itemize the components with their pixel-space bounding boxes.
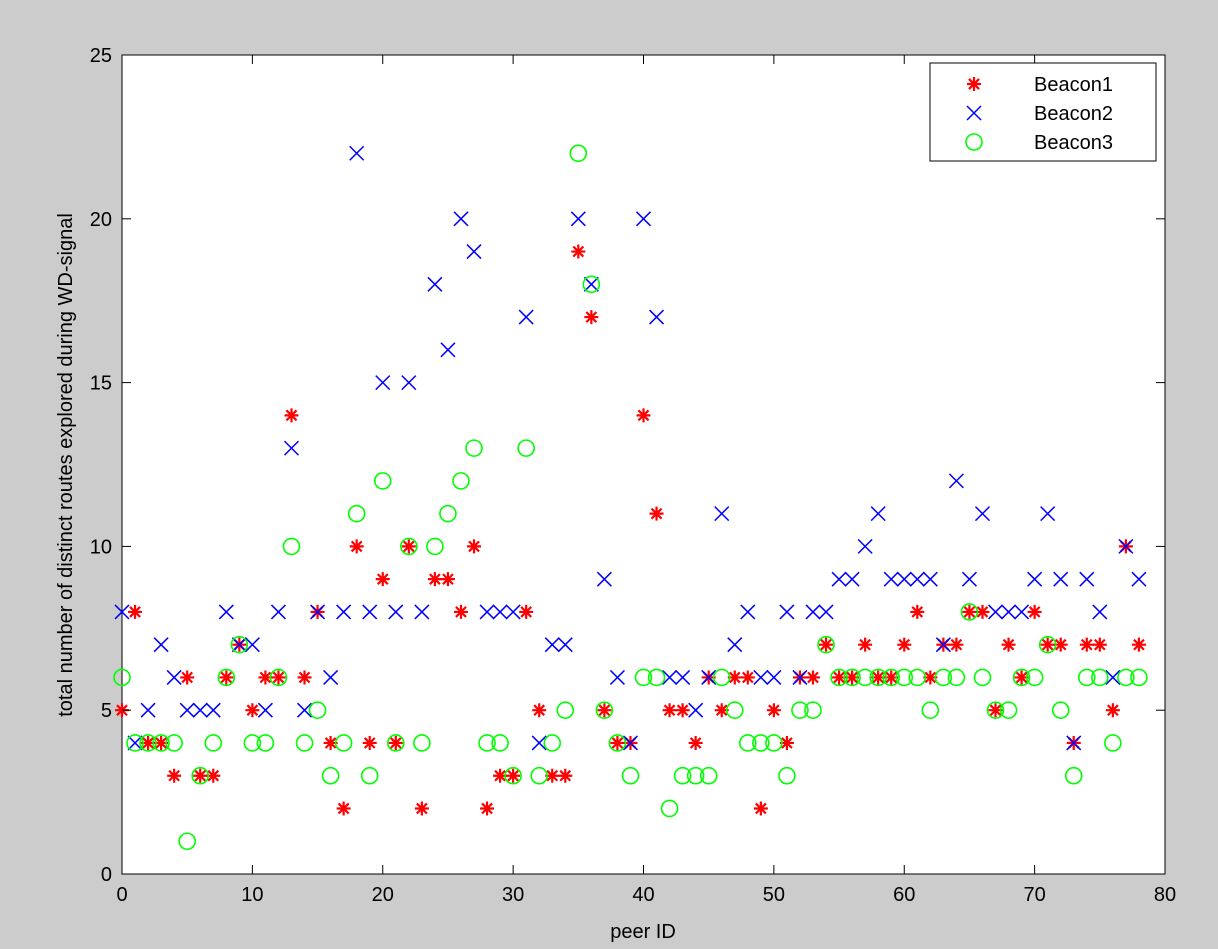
data-point (415, 801, 429, 815)
data-point (689, 736, 703, 750)
data-point (571, 245, 585, 259)
data-point (506, 769, 520, 783)
data-point (910, 605, 924, 619)
data-point (676, 703, 690, 717)
data-point (284, 408, 298, 422)
data-point (245, 703, 259, 717)
y-tick-label: 25 (90, 45, 112, 67)
data-point (271, 670, 285, 684)
data-point (610, 736, 624, 750)
x-tick-label: 60 (893, 884, 915, 906)
legend-marker (967, 77, 981, 91)
data-point (480, 801, 494, 815)
data-point (376, 572, 390, 586)
data-point (180, 670, 194, 684)
x-tick-label: 10 (241, 884, 263, 906)
data-point (389, 736, 403, 750)
x-tick-label: 30 (502, 884, 524, 906)
data-point (962, 605, 976, 619)
data-point (663, 703, 677, 717)
x-tick-label: 20 (372, 884, 394, 906)
data-point (1080, 638, 1094, 652)
data-point (1093, 638, 1107, 652)
data-point (1106, 703, 1120, 717)
y-tick-label: 15 (90, 373, 112, 395)
data-point (741, 670, 755, 684)
y-tick-label: 10 (90, 536, 112, 558)
data-point (298, 670, 312, 684)
data-point (402, 539, 416, 553)
x-axis-label: peer ID (610, 921, 676, 943)
x-tick-label: 80 (1154, 884, 1176, 906)
x-tick-label: 50 (763, 884, 785, 906)
data-point (949, 638, 963, 652)
data-point (858, 638, 872, 652)
y-tick-label: 5 (101, 700, 112, 722)
data-point (1002, 638, 1016, 652)
data-point (363, 736, 377, 750)
data-point (754, 801, 768, 815)
data-point (767, 703, 781, 717)
data-point (467, 539, 481, 553)
data-point (584, 310, 598, 324)
y-tick-label: 20 (90, 209, 112, 231)
legend-label: Beacon2 (1034, 103, 1113, 125)
data-point (1132, 638, 1146, 652)
y-axis-label: total number of distinct routes explored… (55, 213, 77, 717)
data-point (806, 670, 820, 684)
data-point (428, 572, 442, 586)
data-point (441, 572, 455, 586)
data-point (897, 638, 911, 652)
plot-area (122, 55, 1165, 874)
data-point (128, 605, 142, 619)
legend-label: Beacon3 (1034, 132, 1113, 154)
x-tick-label: 70 (1024, 884, 1046, 906)
data-point (193, 769, 207, 783)
data-point (519, 605, 533, 619)
data-point (637, 408, 651, 422)
legend: Beacon1 Beacon2 Beacon3 (930, 63, 1156, 161)
data-point (558, 769, 572, 783)
x-tick-label: 40 (632, 884, 654, 906)
data-point (1028, 605, 1042, 619)
data-point (819, 638, 833, 652)
data-point (350, 539, 364, 553)
data-point (650, 507, 664, 521)
x-tick-label: 0 (116, 884, 127, 906)
data-point (454, 605, 468, 619)
data-point (219, 670, 233, 684)
data-point (167, 769, 181, 783)
y-tick-label: 0 (101, 864, 112, 886)
data-point (597, 703, 611, 717)
data-point (1041, 638, 1055, 652)
data-point (532, 703, 546, 717)
data-point (337, 801, 351, 815)
legend-label: Beacon1 (1034, 74, 1113, 96)
